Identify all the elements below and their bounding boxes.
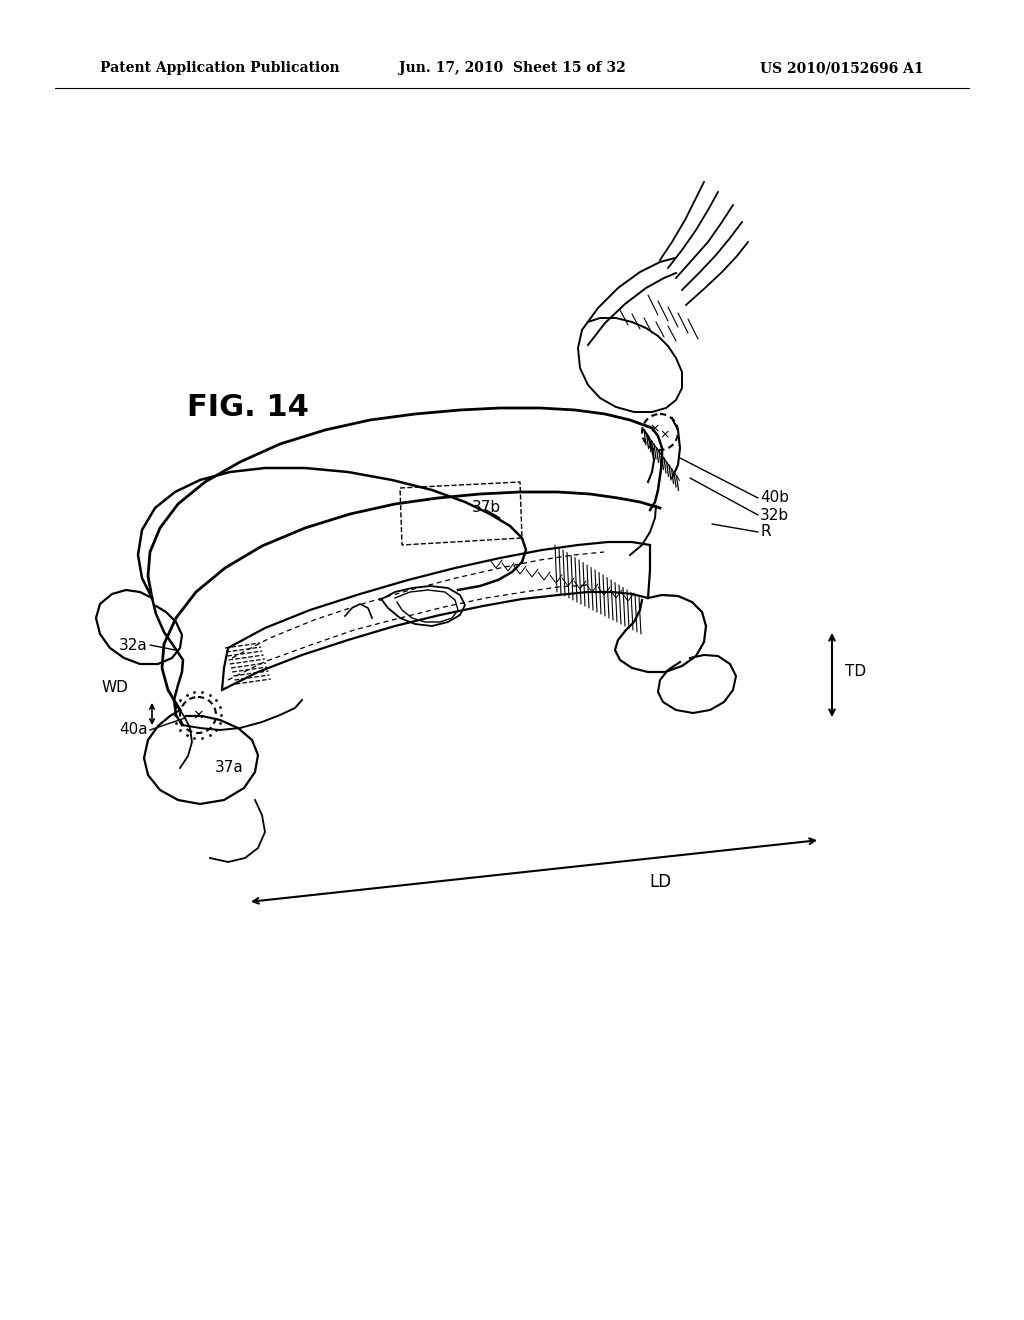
Text: WD: WD [101, 681, 128, 696]
Text: R: R [760, 524, 771, 540]
Text: FIG. 14: FIG. 14 [187, 393, 309, 422]
Text: TD: TD [845, 664, 866, 680]
Text: 40b: 40b [760, 491, 790, 506]
Text: ×: × [650, 422, 660, 436]
Text: US 2010/0152696 A1: US 2010/0152696 A1 [761, 61, 924, 75]
Text: 40a: 40a [120, 722, 148, 738]
Text: ×: × [193, 708, 204, 722]
Text: Jun. 17, 2010  Sheet 15 of 32: Jun. 17, 2010 Sheet 15 of 32 [398, 61, 626, 75]
Text: ×: × [659, 429, 671, 441]
Text: LD: LD [649, 873, 671, 891]
Text: 37b: 37b [472, 500, 501, 516]
Text: 37a: 37a [215, 760, 244, 776]
Text: 32a: 32a [119, 638, 148, 652]
Text: 32b: 32b [760, 507, 790, 523]
Text: Patent Application Publication: Patent Application Publication [100, 61, 340, 75]
